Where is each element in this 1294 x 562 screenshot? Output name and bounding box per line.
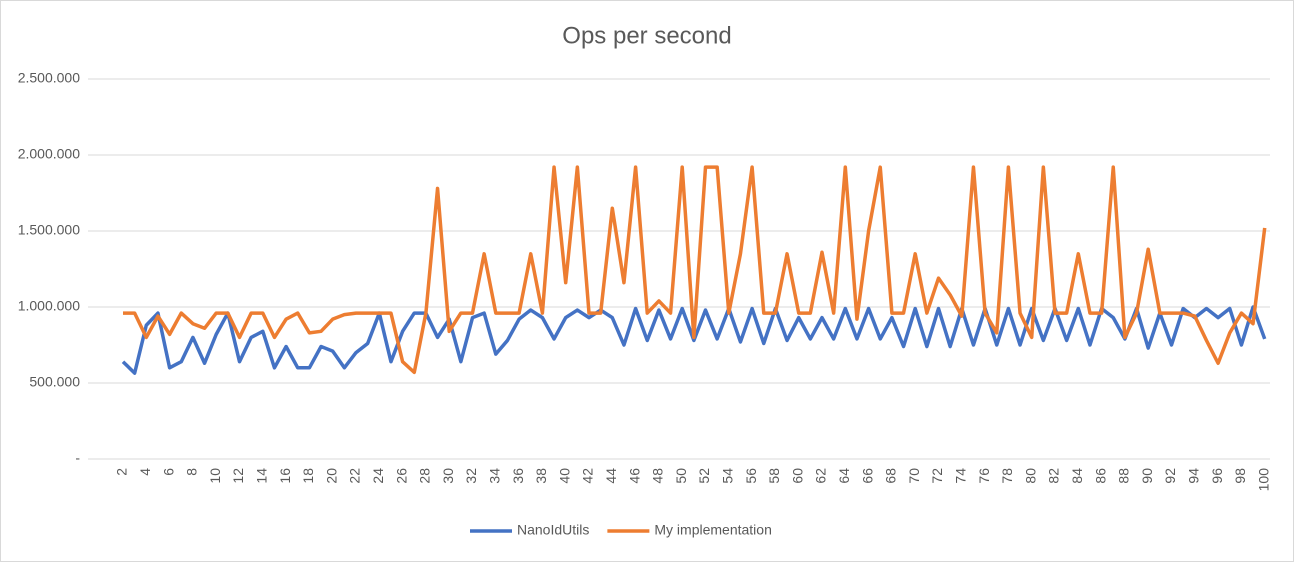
y-tick-label: 1.000.000 — [18, 298, 80, 314]
x-tick-label: 6 — [160, 468, 176, 476]
x-tick-label: 72 — [929, 468, 945, 484]
x-tick-label: 48 — [650, 468, 666, 484]
x-tick-label: 66 — [859, 468, 875, 484]
series-line — [121, 305, 1267, 375]
x-tick-label: 100 — [1255, 468, 1271, 492]
x-tick-label: 16 — [277, 468, 293, 484]
x-tick-label: 30 — [440, 468, 456, 484]
x-tick-label: 32 — [463, 468, 479, 484]
x-tick-label: 20 — [323, 468, 339, 484]
legend-label: My implementation — [654, 522, 772, 538]
x-tick-label: 80 — [1022, 468, 1038, 484]
x-tick-label: 60 — [789, 468, 805, 484]
x-tick-label: 54 — [720, 468, 736, 484]
x-tick-label: 64 — [836, 468, 852, 484]
x-tick-label: 58 — [766, 468, 782, 484]
x-tick-label: 82 — [1046, 468, 1062, 484]
x-tick-label: 86 — [1092, 468, 1108, 484]
x-tick-label: 52 — [696, 468, 712, 484]
legend-label: NanoIdUtils — [517, 522, 589, 538]
x-tick-label: 56 — [743, 468, 759, 484]
x-tick-label: 44 — [603, 468, 619, 484]
x-tick-label: 98 — [1232, 468, 1248, 484]
x-tick-label: 46 — [626, 468, 642, 484]
y-tick-label: 1.500.000 — [18, 222, 80, 238]
x-tick-label: 92 — [1162, 468, 1178, 484]
x-tick-label: 50 — [673, 468, 689, 484]
y-tick-label: - — [75, 450, 80, 466]
x-tick-label: 10 — [207, 468, 223, 484]
x-tick-label: 38 — [533, 468, 549, 484]
x-tick-label: 4 — [137, 468, 153, 476]
y-tick-label: 500.000 — [29, 374, 80, 390]
x-tick-label: 94 — [1186, 468, 1202, 484]
x-tick-label: 26 — [393, 468, 409, 484]
x-tick-label: 90 — [1139, 468, 1155, 484]
x-tick-label: 14 — [254, 468, 270, 484]
x-tick-label: 88 — [1116, 468, 1132, 484]
series-line — [123, 165, 1267, 375]
x-tick-label: 78 — [999, 468, 1015, 484]
x-tick-label: 84 — [1069, 468, 1085, 484]
x-tick-label: 70 — [906, 468, 922, 484]
x-tick-label: 34 — [487, 468, 503, 484]
x-tick-label: 28 — [417, 468, 433, 484]
x-tick-label: 12 — [230, 468, 246, 484]
x-tick-label: 42 — [580, 468, 596, 484]
x-tick-label: 76 — [976, 468, 992, 484]
x-tick-label: 40 — [556, 468, 572, 484]
x-tick-label: 22 — [347, 468, 363, 484]
x-tick-label: 8 — [184, 468, 200, 476]
y-tick-label: 2.000.000 — [18, 146, 80, 162]
chart-title: Ops per second — [562, 22, 731, 49]
x-tick-label: 36 — [510, 468, 526, 484]
x-tick-label: 24 — [370, 468, 386, 484]
y-tick-label: 2.500.000 — [18, 70, 80, 86]
x-tick-label: 68 — [883, 468, 899, 484]
x-tick-label: 96 — [1209, 468, 1225, 484]
x-tick-label: 2 — [114, 468, 130, 476]
x-tick-label: 18 — [300, 468, 316, 484]
x-tick-label: 62 — [813, 468, 829, 484]
x-tick-label: 74 — [953, 468, 969, 484]
